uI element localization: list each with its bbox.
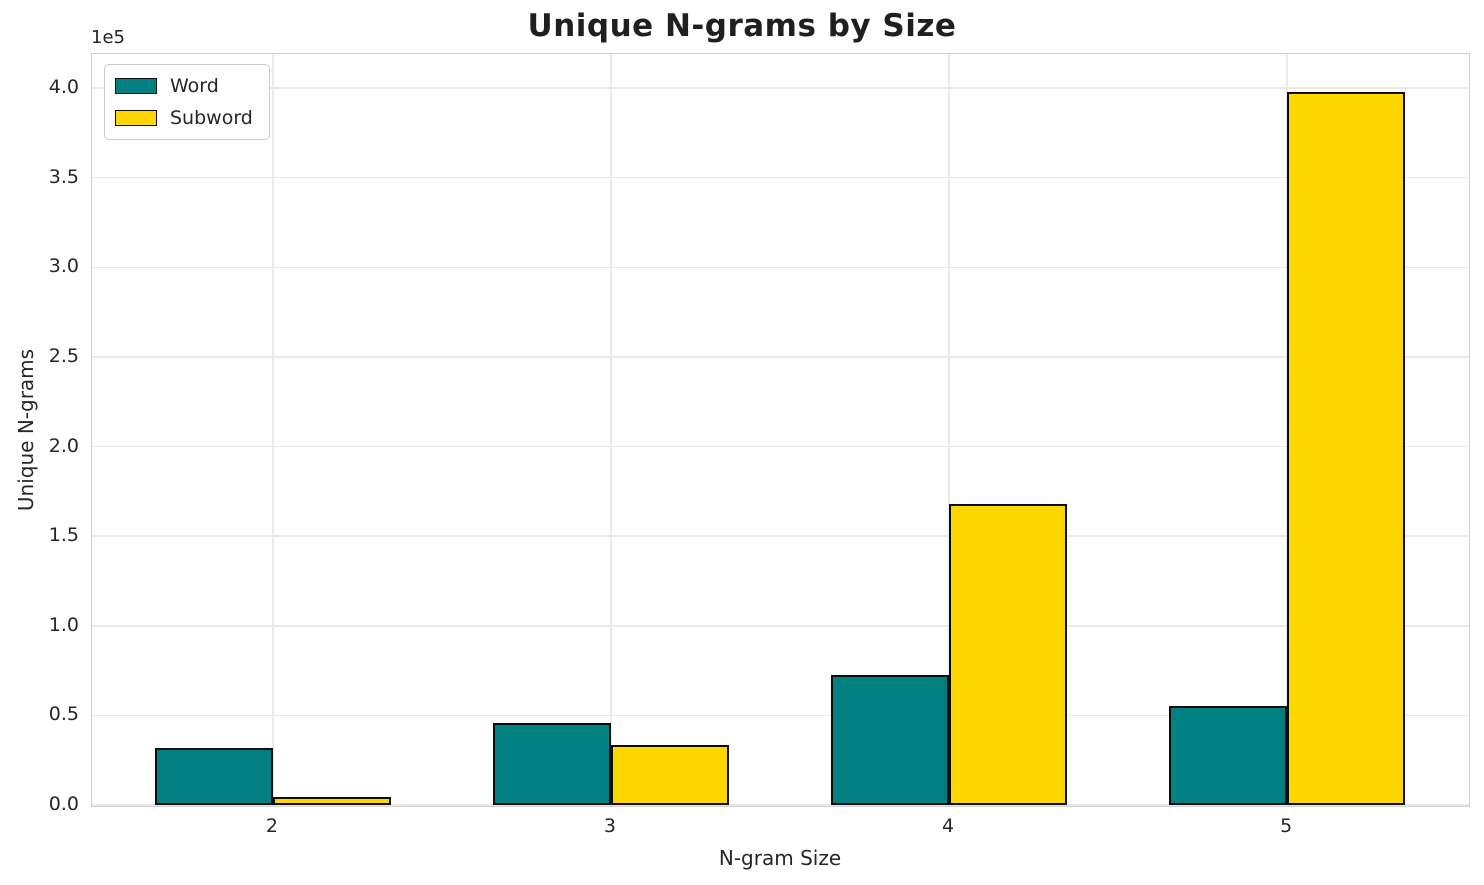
gridline-horizontal xyxy=(92,804,1469,806)
gridline-vertical xyxy=(610,54,612,806)
bar-word-2 xyxy=(154,747,273,805)
bar-word-3 xyxy=(492,723,611,805)
legend-label-word: Word xyxy=(170,75,219,97)
bar-subword-3 xyxy=(610,744,730,805)
y-tick-label: 2.0 xyxy=(48,434,79,457)
gridline-horizontal xyxy=(92,445,1469,448)
x-tick-label: 4 xyxy=(941,815,955,837)
gridline-vertical xyxy=(272,54,274,806)
y-tick-label: 4.0 xyxy=(48,76,79,99)
gridline-horizontal xyxy=(92,714,1469,717)
y-tick-label: 2.5 xyxy=(48,344,79,367)
y-tick-label: 3.5 xyxy=(48,165,79,188)
gridline-horizontal xyxy=(92,176,1469,179)
legend-box: Word Subword xyxy=(104,64,270,140)
y-tick-label: 3.0 xyxy=(48,255,79,278)
y-tick-label: 1.0 xyxy=(48,613,79,636)
legend-label-subword: Subword xyxy=(170,107,253,129)
legend-item-word: Word xyxy=(115,75,253,97)
y-tick-label: 0.0 xyxy=(48,793,79,815)
plot-area: Word Subword xyxy=(91,53,1470,807)
legend-item-subword: Subword xyxy=(115,107,253,129)
legend-swatch-subword-icon xyxy=(115,110,157,126)
bar-word-5 xyxy=(1168,706,1288,805)
x-tick-label: 2 xyxy=(265,815,278,837)
gridline-horizontal xyxy=(92,356,1469,358)
bar-subword-5 xyxy=(1287,91,1406,805)
y-axis-label: Unique N-grams xyxy=(14,348,38,512)
gridline-horizontal xyxy=(92,87,1469,89)
x-tick-label: 5 xyxy=(1280,815,1293,837)
bar-subword-2 xyxy=(272,796,392,805)
gridline-horizontal xyxy=(92,535,1469,537)
gridline-horizontal xyxy=(92,625,1469,627)
y-axis-offset-label: 1e5 xyxy=(91,27,125,48)
x-tick-label: 3 xyxy=(603,815,616,837)
legend-swatch-word-icon xyxy=(115,78,157,94)
chart-title: Unique N-grams by Size xyxy=(527,8,957,44)
y-tick-label: 0.5 xyxy=(48,703,79,726)
bar-subword-4 xyxy=(949,503,1068,805)
gridline-vertical xyxy=(948,54,950,806)
y-tick-label: 1.5 xyxy=(48,524,79,547)
gridline-horizontal xyxy=(92,266,1469,269)
bar-word-4 xyxy=(830,675,950,805)
x-axis-label: N-gram Size xyxy=(718,846,842,870)
